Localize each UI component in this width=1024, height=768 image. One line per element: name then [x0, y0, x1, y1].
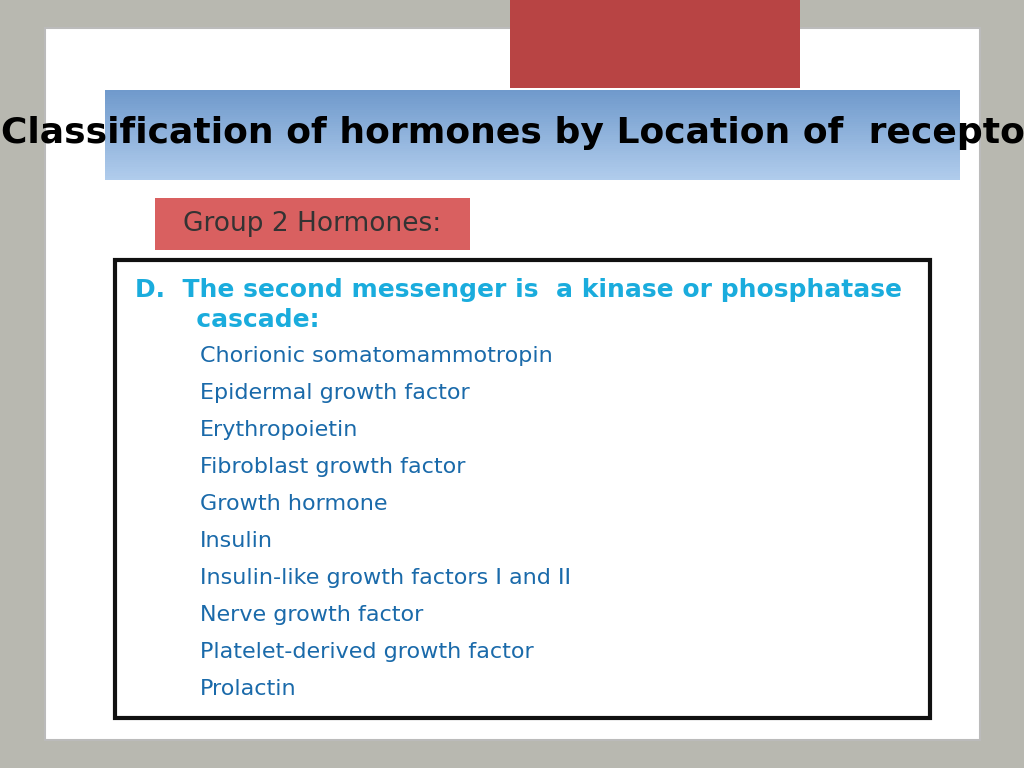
Bar — [105, 114, 961, 117]
Bar — [105, 105, 961, 108]
Text: Platelet-derived growth factor: Platelet-derived growth factor — [200, 642, 534, 662]
Bar — [105, 141, 961, 144]
Bar — [105, 112, 961, 114]
Bar — [105, 130, 961, 133]
Text: cascade:: cascade: — [135, 308, 319, 332]
Text: Fibroblast growth factor: Fibroblast growth factor — [200, 457, 466, 477]
Bar — [105, 98, 961, 101]
Bar — [105, 159, 961, 162]
Bar — [105, 164, 961, 167]
Bar — [105, 125, 961, 128]
Bar — [105, 161, 961, 164]
Bar — [105, 127, 961, 131]
Text: Insulin: Insulin — [200, 531, 273, 551]
Bar — [105, 108, 961, 111]
Bar — [105, 175, 961, 177]
Text: D.  The second messenger is  a kinase or phosphatase: D. The second messenger is a kinase or p… — [135, 278, 902, 302]
Bar — [105, 170, 961, 174]
Text: Nerve growth factor: Nerve growth factor — [200, 605, 423, 625]
Bar — [105, 157, 961, 160]
Bar — [115, 260, 930, 718]
Bar — [105, 94, 961, 97]
Bar — [105, 154, 961, 157]
Text: Chorionic somatomammotropin: Chorionic somatomammotropin — [200, 346, 553, 366]
Bar — [105, 139, 961, 142]
Bar — [105, 151, 961, 153]
Bar — [105, 153, 961, 155]
Bar — [105, 110, 961, 112]
Bar — [105, 144, 961, 146]
Bar — [105, 121, 961, 124]
Bar — [105, 132, 961, 135]
Text: Erythropoietin: Erythropoietin — [200, 420, 358, 440]
Bar — [105, 90, 961, 92]
Text: Growth hormone: Growth hormone — [200, 494, 387, 514]
Bar — [105, 168, 961, 171]
Bar — [105, 117, 961, 119]
Text: Epidermal growth factor: Epidermal growth factor — [200, 383, 470, 403]
Text: Insulin-like growth factors I and II: Insulin-like growth factors I and II — [200, 568, 571, 588]
Bar — [105, 119, 961, 121]
Bar — [155, 198, 470, 250]
Bar — [105, 166, 961, 169]
Bar — [105, 101, 961, 104]
Text: Group 2 Hormones:: Group 2 Hormones: — [183, 211, 441, 237]
Bar — [105, 96, 961, 99]
Bar — [105, 173, 961, 176]
Bar — [105, 91, 961, 94]
Bar — [105, 123, 961, 126]
Bar — [105, 134, 961, 137]
Bar — [105, 137, 961, 140]
Bar — [105, 177, 961, 180]
Text: Classification of hormones by Location of  receptors: Classification of hormones by Location o… — [1, 116, 1024, 150]
Bar — [105, 103, 961, 106]
Bar — [105, 146, 961, 148]
Bar — [510, 0, 800, 88]
Text: Prolactin: Prolactin — [200, 679, 297, 699]
Bar — [105, 148, 961, 151]
